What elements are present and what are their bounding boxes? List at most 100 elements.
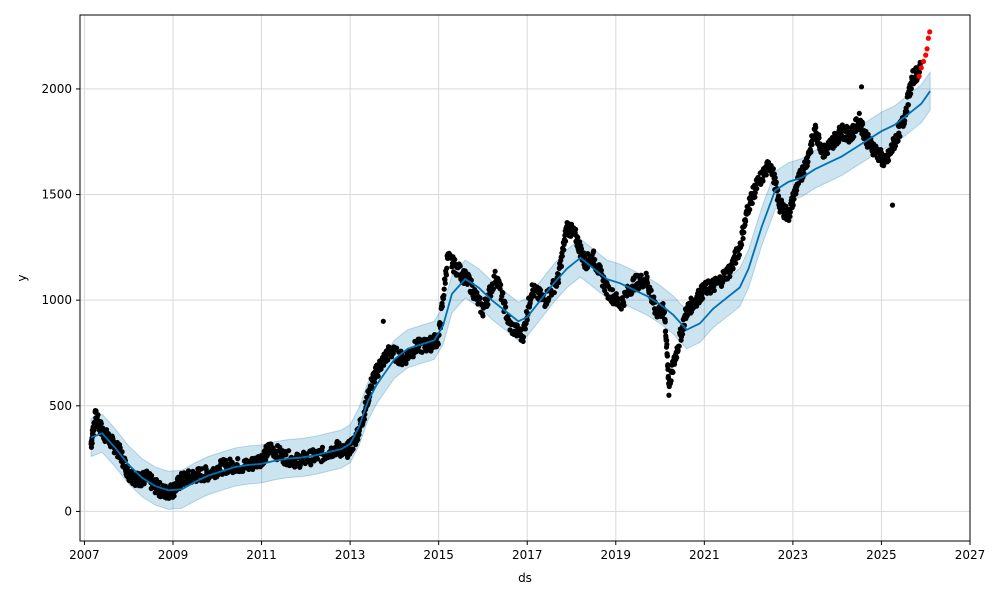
observed-point [644, 274, 650, 280]
observed-point [356, 432, 362, 438]
observed-point [904, 108, 910, 115]
observed-point [381, 362, 387, 368]
observed-point [441, 286, 447, 292]
x-tick-label: 2013 [335, 548, 366, 562]
observed-point [858, 84, 865, 90]
observed-point [730, 266, 736, 272]
observed-point [98, 421, 104, 427]
x-tick-label: 2017 [512, 548, 543, 562]
observed-point [805, 159, 811, 165]
observed-point [666, 392, 672, 398]
observed-point [219, 471, 225, 477]
forecast-point [927, 29, 933, 35]
observed-point [559, 253, 565, 259]
x-axis-label: ds [518, 571, 532, 585]
y-tick-label: 1500 [41, 188, 72, 202]
observed-point [314, 456, 321, 462]
observed-point [308, 462, 314, 468]
observed-point [668, 378, 674, 384]
observed-point [443, 272, 450, 278]
observed-point [808, 149, 814, 155]
observed-point [141, 481, 147, 487]
observed-point [361, 416, 368, 422]
observed-point [648, 287, 654, 293]
observed-point [199, 466, 205, 472]
observed-point [770, 166, 776, 172]
observed-point [675, 347, 681, 353]
observed-point [551, 289, 557, 296]
observed-point [444, 265, 450, 271]
observed-point [754, 186, 760, 192]
observed-point [615, 295, 621, 302]
observed-point [292, 464, 298, 470]
forecast-point [925, 35, 931, 41]
future-forecast-points [916, 29, 933, 79]
observed-point [502, 299, 508, 306]
x-tick-label: 2007 [69, 548, 100, 562]
observed-point [480, 313, 486, 319]
observed-point [664, 337, 670, 344]
observed-point [555, 280, 562, 286]
forecast-line [90, 90, 931, 492]
observed-point [369, 383, 375, 390]
observed-point [813, 124, 819, 131]
observed-point [839, 122, 845, 128]
observed-point [452, 257, 458, 263]
observed-point [119, 449, 125, 455]
observed-point [283, 452, 289, 458]
observed-point [201, 478, 207, 484]
observed-point [865, 131, 871, 138]
observed-point [787, 213, 793, 220]
observed-point [457, 263, 463, 269]
observed-point [575, 234, 581, 241]
observed-point [500, 290, 506, 296]
observed-point [775, 193, 782, 199]
observed-point [676, 343, 682, 349]
y-tick-label: 500 [49, 399, 72, 413]
observed-point [531, 293, 537, 299]
observed-point [679, 331, 686, 337]
observed-point [907, 91, 914, 97]
observed-point [662, 319, 668, 325]
observed-point [592, 256, 598, 263]
x-tick-label: 2021 [689, 548, 720, 562]
observed-point [89, 440, 95, 446]
observed-point [490, 286, 497, 292]
observed-point [740, 235, 746, 242]
observed-point [651, 294, 657, 300]
observed-point [908, 86, 914, 92]
observed-point [664, 341, 670, 347]
y-tick-label: 1000 [41, 293, 72, 307]
observed-point [889, 202, 896, 208]
observed-point [403, 360, 409, 366]
observed-point [222, 457, 229, 463]
observed-point [598, 267, 604, 273]
observed-point [319, 444, 326, 450]
observed-point [816, 135, 822, 141]
observed-point [520, 334, 527, 340]
observed-point [895, 138, 901, 144]
observed-point [749, 200, 755, 207]
observed-point [902, 118, 908, 124]
observed-point [804, 163, 810, 169]
observed-point [503, 304, 509, 310]
observed-point [286, 448, 292, 454]
observed-point [558, 263, 565, 270]
observed-point [760, 178, 766, 184]
observed-point [561, 247, 567, 253]
observed-point [477, 295, 483, 301]
observed-point [350, 446, 356, 452]
y-tick-label: 0 [64, 504, 72, 518]
observed-point [727, 273, 733, 280]
observed-point [163, 483, 169, 489]
observed-point [263, 457, 269, 463]
observed-point [905, 102, 911, 108]
observed-point [674, 354, 680, 361]
observed-point [522, 326, 528, 332]
observed-point [492, 268, 498, 274]
observed-point [229, 459, 235, 465]
observed-point [916, 69, 923, 75]
observed-point [484, 297, 490, 303]
observed-point [662, 328, 669, 334]
observed-point [621, 302, 627, 308]
